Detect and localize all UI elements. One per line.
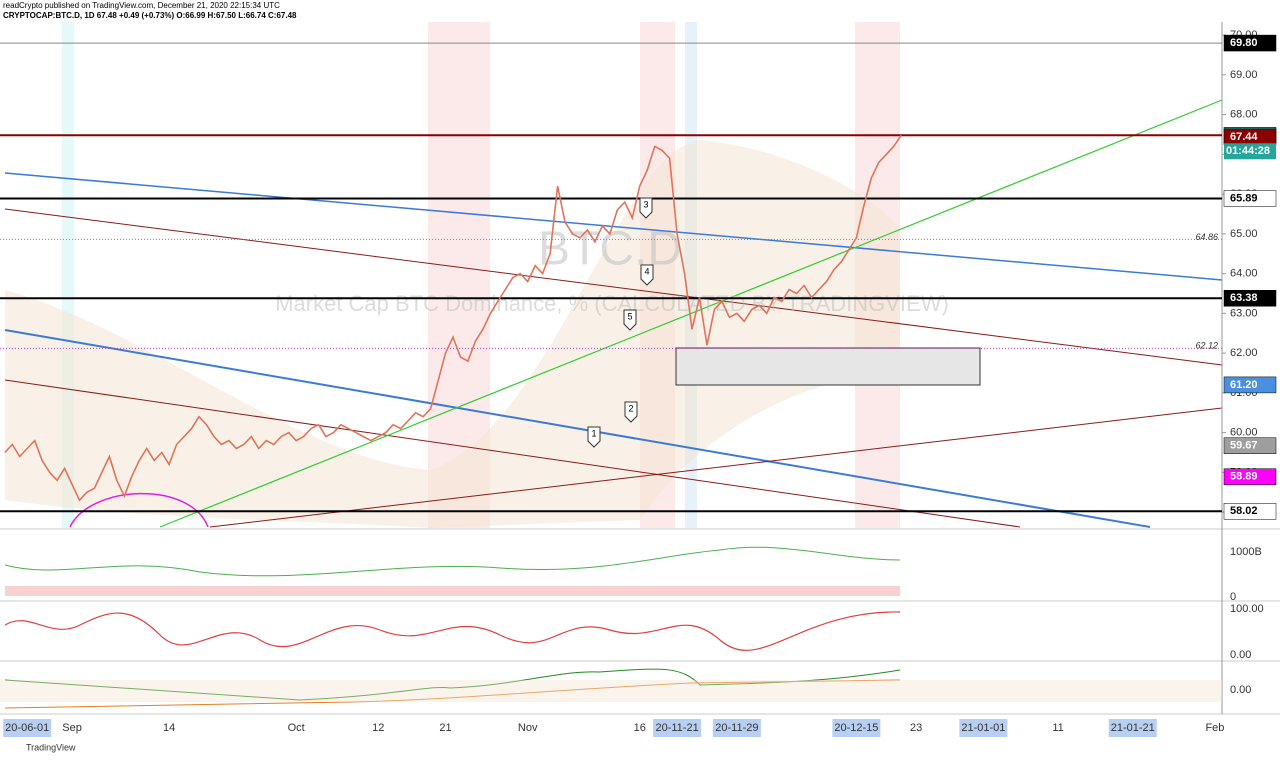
header: readCrypto published on TradingView.com,… <box>3 1 280 10</box>
x-label-bg <box>653 719 702 737</box>
x-tick-label: 21-01-01 <box>961 722 1005 734</box>
trend-line <box>4 172 1223 281</box>
price-tag <box>1223 437 1277 454</box>
x-tick-label: 14 <box>163 722 175 734</box>
x-tick-label: 23 <box>910 722 922 734</box>
y-tick-label: 64.00 <box>1230 268 1258 280</box>
band <box>0 680 1222 702</box>
x-tick-label: 20-11-21 <box>655 722 698 734</box>
indicator <box>4 668 901 701</box>
level-label: 64.86 <box>1195 232 1218 242</box>
x-label-bg <box>1108 719 1157 737</box>
price-line <box>4 134 902 502</box>
trend-line <box>4 208 1223 366</box>
pane-tick-label: 0.00 <box>1230 684 1251 696</box>
x-label-bg <box>959 719 1008 737</box>
price-tag <box>1223 190 1277 207</box>
price-tag-label: 63.38 <box>1230 292 1258 304</box>
watermark: Market Cap BTC Dominance, % (CALCULATED … <box>275 291 949 316</box>
y-tick-label: 65.00 <box>1230 228 1258 240</box>
trend-line <box>4 379 1021 528</box>
x-tick-label: 20-06-01 <box>5 722 49 734</box>
x-label-bg <box>832 719 881 737</box>
callout <box>639 197 653 219</box>
price-tag-label: 67.44 <box>1230 131 1258 143</box>
callout-label: 1 <box>591 428 596 438</box>
footer: TradingView <box>26 742 76 752</box>
x-label-bg <box>3 719 52 737</box>
trend-line <box>209 407 1223 528</box>
x-tick-label: Nov <box>518 722 538 734</box>
price-tag <box>1223 376 1277 394</box>
x-tick-label: Oct <box>288 722 305 734</box>
price-tag-label: 59.67 <box>1230 440 1258 452</box>
pane-tick-label: 100.00 <box>1230 603 1264 615</box>
x-tick-label: 12 <box>372 722 384 734</box>
x-tick-label: 16 <box>634 722 646 734</box>
price-tag-label: 58.02 <box>1230 505 1258 517</box>
box <box>675 347 981 386</box>
callout <box>587 426 601 448</box>
callout <box>640 264 654 286</box>
volume <box>5 586 900 596</box>
x-tick-label: Sep <box>62 722 82 734</box>
y-tick-label: 68.00 <box>1230 109 1258 121</box>
trend-line <box>159 99 1223 528</box>
price-tag-label: 65.89 <box>1230 192 1258 204</box>
price-tag-label: 69.80 <box>1230 37 1258 49</box>
y-tick-label: 60.00 <box>1230 427 1258 439</box>
callout <box>624 401 638 423</box>
pane-tick-label: 1000B <box>1230 546 1262 558</box>
indicator <box>4 546 901 577</box>
price-tag-label: 61.20 <box>1230 379 1258 391</box>
countdown-bg <box>1224 143 1276 160</box>
envelope <box>5 140 900 528</box>
x-tick-label: Feb <box>1205 722 1224 734</box>
watermark: BTC.D <box>538 223 682 276</box>
y-tick-label: 63.00 <box>1230 307 1258 319</box>
callout-label: 4 <box>644 266 649 276</box>
price-tag <box>1223 503 1277 520</box>
header: CRYPTOCAP:BTC.D, 1D 67.48 +0.49 (+0.73%)… <box>3 11 297 20</box>
price-tag <box>1223 468 1277 485</box>
level-label: 62.12 <box>1195 341 1218 351</box>
callout <box>623 309 637 331</box>
trend-line <box>4 329 1151 528</box>
y-tick-label: 62.00 <box>1230 347 1258 359</box>
x-tick-label: 21 <box>439 722 451 734</box>
price-tag <box>1223 34 1277 52</box>
callout-label: 3 <box>643 199 648 209</box>
callout-label: 2 <box>628 403 633 413</box>
y-tick-label: 69.00 <box>1230 69 1258 81</box>
x-tick-label: 11 <box>1052 722 1063 734</box>
price-tag <box>1223 290 1277 307</box>
x-tick-label: 20-12-15 <box>834 722 878 734</box>
oscillator <box>4 611 901 651</box>
indicator <box>4 679 901 709</box>
callout-label: 5 <box>627 311 632 321</box>
x-label-bg <box>712 719 761 737</box>
pane-tick-label: 0 <box>1230 591 1236 603</box>
x-tick-label: 21-01-21 <box>1111 722 1155 734</box>
price-tag-label: 58.89 <box>1230 471 1258 483</box>
x-tick-label: 20-11-29 <box>715 722 758 734</box>
countdown: 01:44:28 <box>1226 145 1270 157</box>
pane-tick-label: 0.00 <box>1230 649 1251 661</box>
